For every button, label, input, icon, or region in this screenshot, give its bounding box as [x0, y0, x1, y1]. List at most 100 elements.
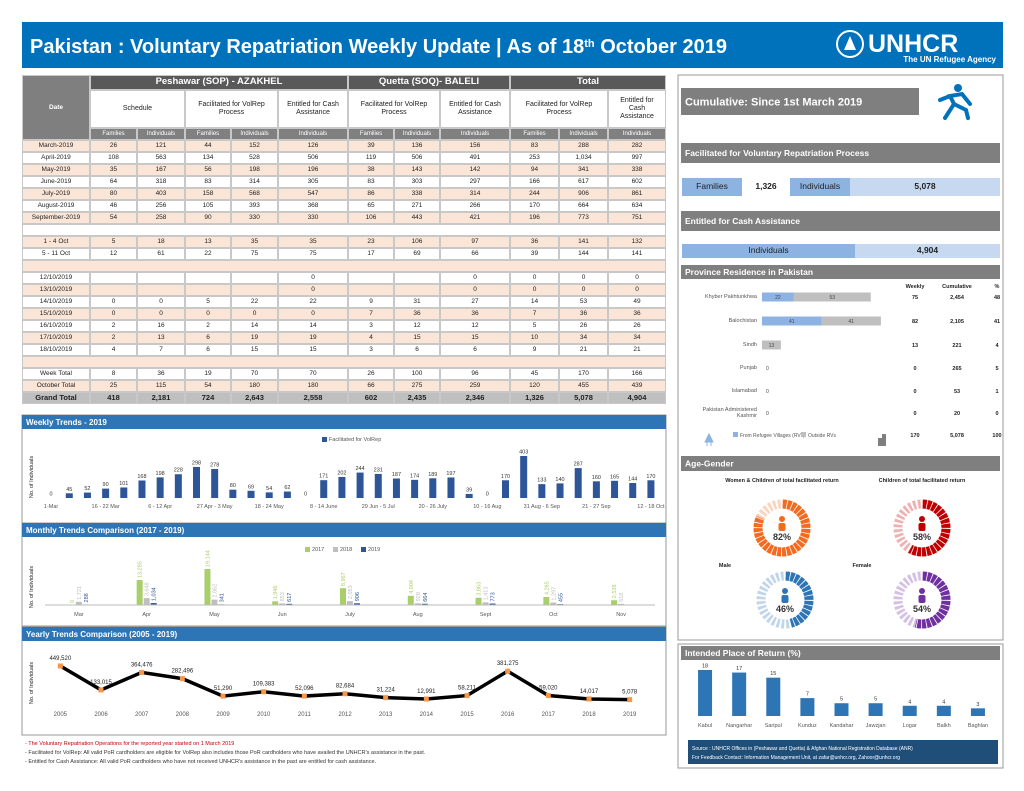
- icon-head: [779, 516, 785, 522]
- table-cell: 403: [137, 188, 185, 200]
- column-header: %: [995, 284, 1000, 290]
- table-cell: 70: [231, 368, 278, 380]
- table-cell: 121: [137, 140, 185, 152]
- table-cell: 9: [348, 296, 394, 308]
- table-cell: 86: [348, 188, 394, 200]
- value-label: 231: [374, 467, 383, 473]
- table-cell: 106: [394, 236, 440, 248]
- axis-label: No. of Individuals: [29, 456, 35, 498]
- table-cell: [231, 284, 278, 296]
- bar: [611, 600, 618, 605]
- table-cell: 1,326: [510, 392, 559, 404]
- table-cell: 4: [348, 332, 394, 344]
- table-cell: 0: [137, 308, 185, 320]
- source-text: Source : UNHCR Offices in (Peshawar and …: [692, 746, 913, 752]
- donut-label: Children of total facilitated return: [879, 478, 966, 484]
- value-label: 168: [137, 474, 146, 480]
- bar: [936, 705, 951, 716]
- value-label: 853: [280, 592, 286, 601]
- section-header: [681, 646, 1000, 660]
- table-cell: 35: [231, 236, 278, 248]
- table-cell: 156: [440, 140, 510, 152]
- table-value: 0: [913, 366, 916, 372]
- table-cell: 275: [394, 380, 440, 392]
- marker: [98, 687, 104, 693]
- table-cell: 0: [137, 296, 185, 308]
- legend-label: 2017: [312, 547, 324, 553]
- table-cell: 330: [278, 212, 348, 224]
- table-cell: 258: [137, 212, 185, 224]
- value-label: 174: [410, 473, 419, 479]
- table-cell: 26: [90, 140, 137, 152]
- table-cell: 26: [559, 320, 608, 332]
- table-cell: 180: [278, 380, 348, 392]
- x-tick-label: Saripul: [765, 723, 782, 729]
- value-label: 17: [736, 666, 742, 672]
- table-cell: [394, 272, 440, 284]
- bar: [193, 466, 200, 498]
- value-label: 4: [908, 699, 911, 705]
- table-cell: 664: [559, 200, 608, 212]
- table-cell: 49: [608, 296, 666, 308]
- table-cell: 36: [440, 308, 510, 320]
- donut-value: 82%: [773, 532, 791, 542]
- table-cell: [185, 272, 231, 284]
- bar: [538, 484, 546, 498]
- bar: [83, 492, 91, 498]
- x-tick-label: 29 Jun - 5 Jul: [362, 504, 395, 510]
- bar: [286, 603, 293, 605]
- value-label: 455: [558, 593, 564, 602]
- table-cell: 75: [231, 248, 278, 260]
- icon: [938, 91, 972, 120]
- x-tick-label: 10 - 16 Aug: [473, 504, 501, 510]
- value-label: 52: [84, 486, 90, 492]
- x-tick-label: 2006: [94, 712, 108, 718]
- table-cell: 2,346: [440, 392, 510, 404]
- value-label: 101: [119, 481, 128, 487]
- bar: [502, 480, 509, 498]
- table-cell: 64: [90, 176, 137, 188]
- value-label: 82,684: [336, 684, 355, 690]
- x-tick-label: 2010: [257, 712, 271, 718]
- value-label: 52,096: [295, 686, 314, 692]
- x-tick-label: Jawzjan: [866, 723, 886, 729]
- table-cell: October Total: [22, 380, 90, 392]
- axis-label: No. of Individuals: [29, 566, 35, 608]
- table-cell: 14: [231, 320, 278, 332]
- table-value: 82: [912, 319, 918, 325]
- table-cell: 5: [510, 320, 559, 332]
- kpi: Individuals: [682, 244, 855, 258]
- bar-segment: [821, 316, 881, 326]
- table-spacer: [22, 260, 666, 272]
- x-tick-label: Baghlan: [968, 723, 988, 729]
- donut-label: Women & Children of total facilitated re…: [725, 478, 839, 484]
- table-value: 0: [913, 411, 916, 417]
- table-cell: 2: [185, 320, 231, 332]
- value-label: 664: [423, 593, 429, 602]
- table-cell: 75: [278, 248, 348, 260]
- table-cell: 19: [278, 332, 348, 344]
- section-title: Monthly Trends Comparison (2017 - 2019): [26, 526, 185, 535]
- section-title: Province Residence in Pakistan: [685, 267, 813, 277]
- table-cell: August-2019: [22, 200, 90, 212]
- table-cell: 16/10/2019: [22, 320, 90, 332]
- table-cell: 439: [608, 380, 666, 392]
- bar: [102, 488, 110, 498]
- bar: [800, 698, 815, 716]
- table-unit: Individuals: [608, 128, 666, 140]
- category-label: Pakistan Administered Kashmir: [702, 406, 757, 419]
- bar-segment: [793, 292, 871, 302]
- value-label: 0: [766, 389, 769, 395]
- table-cell: 106: [348, 212, 394, 224]
- table-cell: 602: [608, 176, 666, 188]
- bar: [156, 477, 164, 498]
- table-cell: 602: [348, 392, 394, 404]
- table-cell: 338: [394, 188, 440, 200]
- section-header: [681, 265, 1000, 279]
- value-label: 298: [192, 460, 201, 466]
- table-cell: 83: [510, 140, 559, 152]
- icon: [704, 432, 714, 446]
- value-label: 69: [248, 484, 254, 490]
- value-label: 618: [619, 593, 625, 602]
- table-value: 41: [994, 319, 1000, 325]
